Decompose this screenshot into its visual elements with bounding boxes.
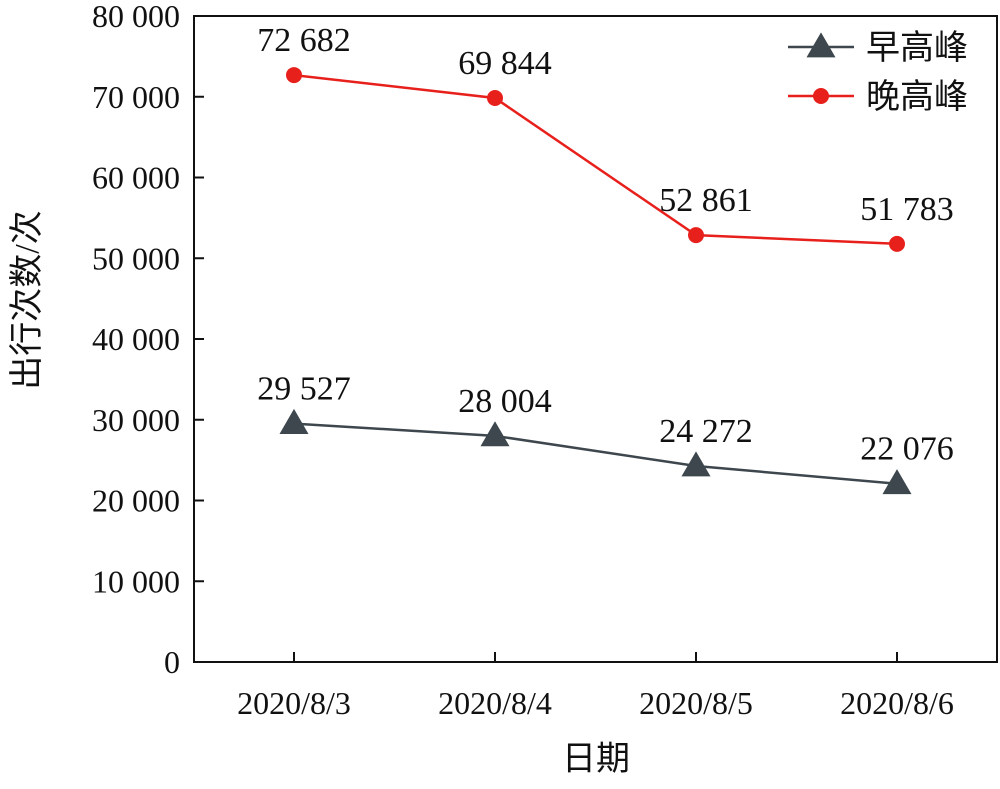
evening-peak-point — [487, 90, 503, 107]
morning-peak-data-label: 22 076 — [860, 431, 954, 468]
y-tick-label: 80 000 — [92, 0, 180, 34]
morning-peak-point — [882, 469, 912, 495]
evening-peak-data-label: 52 861 — [659, 182, 753, 219]
evening-peak-data-label: 72 682 — [257, 22, 351, 59]
evening-peak-point — [889, 235, 905, 252]
morning-peak-data-label: 24 272 — [659, 413, 753, 450]
y-tick-label: 30 000 — [92, 402, 180, 438]
legend-morning-peak-label: 早高峰 — [866, 29, 968, 67]
morning-peak-point — [681, 451, 711, 477]
y-tick-label: 10 000 — [92, 563, 180, 599]
morning-peak-line — [293, 422, 898, 485]
morning-peak-data-label: 29 527 — [257, 371, 351, 408]
evening-peak-line — [293, 73, 898, 246]
x-tick-label: 2020/8/3 — [237, 685, 351, 721]
legend-evening-peak-marker — [813, 88, 829, 104]
y-tick-label: 50 000 — [92, 240, 180, 276]
x-tick-label: 2020/8/5 — [639, 685, 753, 721]
x-axis-title: 日期 — [562, 741, 630, 778]
y-tick-label: 70 000 — [92, 79, 180, 115]
morning-peak-point — [480, 421, 510, 447]
evening-peak-point — [688, 227, 704, 244]
morning-peak-point — [279, 408, 309, 434]
y-tick-label: 40 000 — [92, 321, 180, 357]
y-axis-title: 出行次数/次 — [8, 210, 46, 389]
legend-morning-peak-marker — [806, 32, 836, 58]
y-tick-label: 0 — [164, 644, 180, 680]
evening-peak-data-label: 69 844 — [458, 45, 552, 82]
morning-peak-data-label: 28 004 — [458, 383, 552, 420]
x-tick-label: 2020/8/6 — [840, 685, 954, 721]
evening-peak-point — [286, 67, 302, 84]
y-tick-label: 20 000 — [92, 483, 180, 519]
evening-peak-data-label: 51 783 — [860, 191, 954, 228]
y-tick-label: 60 000 — [92, 160, 180, 196]
x-tick-label: 2020/8/4 — [438, 685, 552, 721]
legend-evening-peak-label: 晚高峰 — [866, 78, 968, 116]
